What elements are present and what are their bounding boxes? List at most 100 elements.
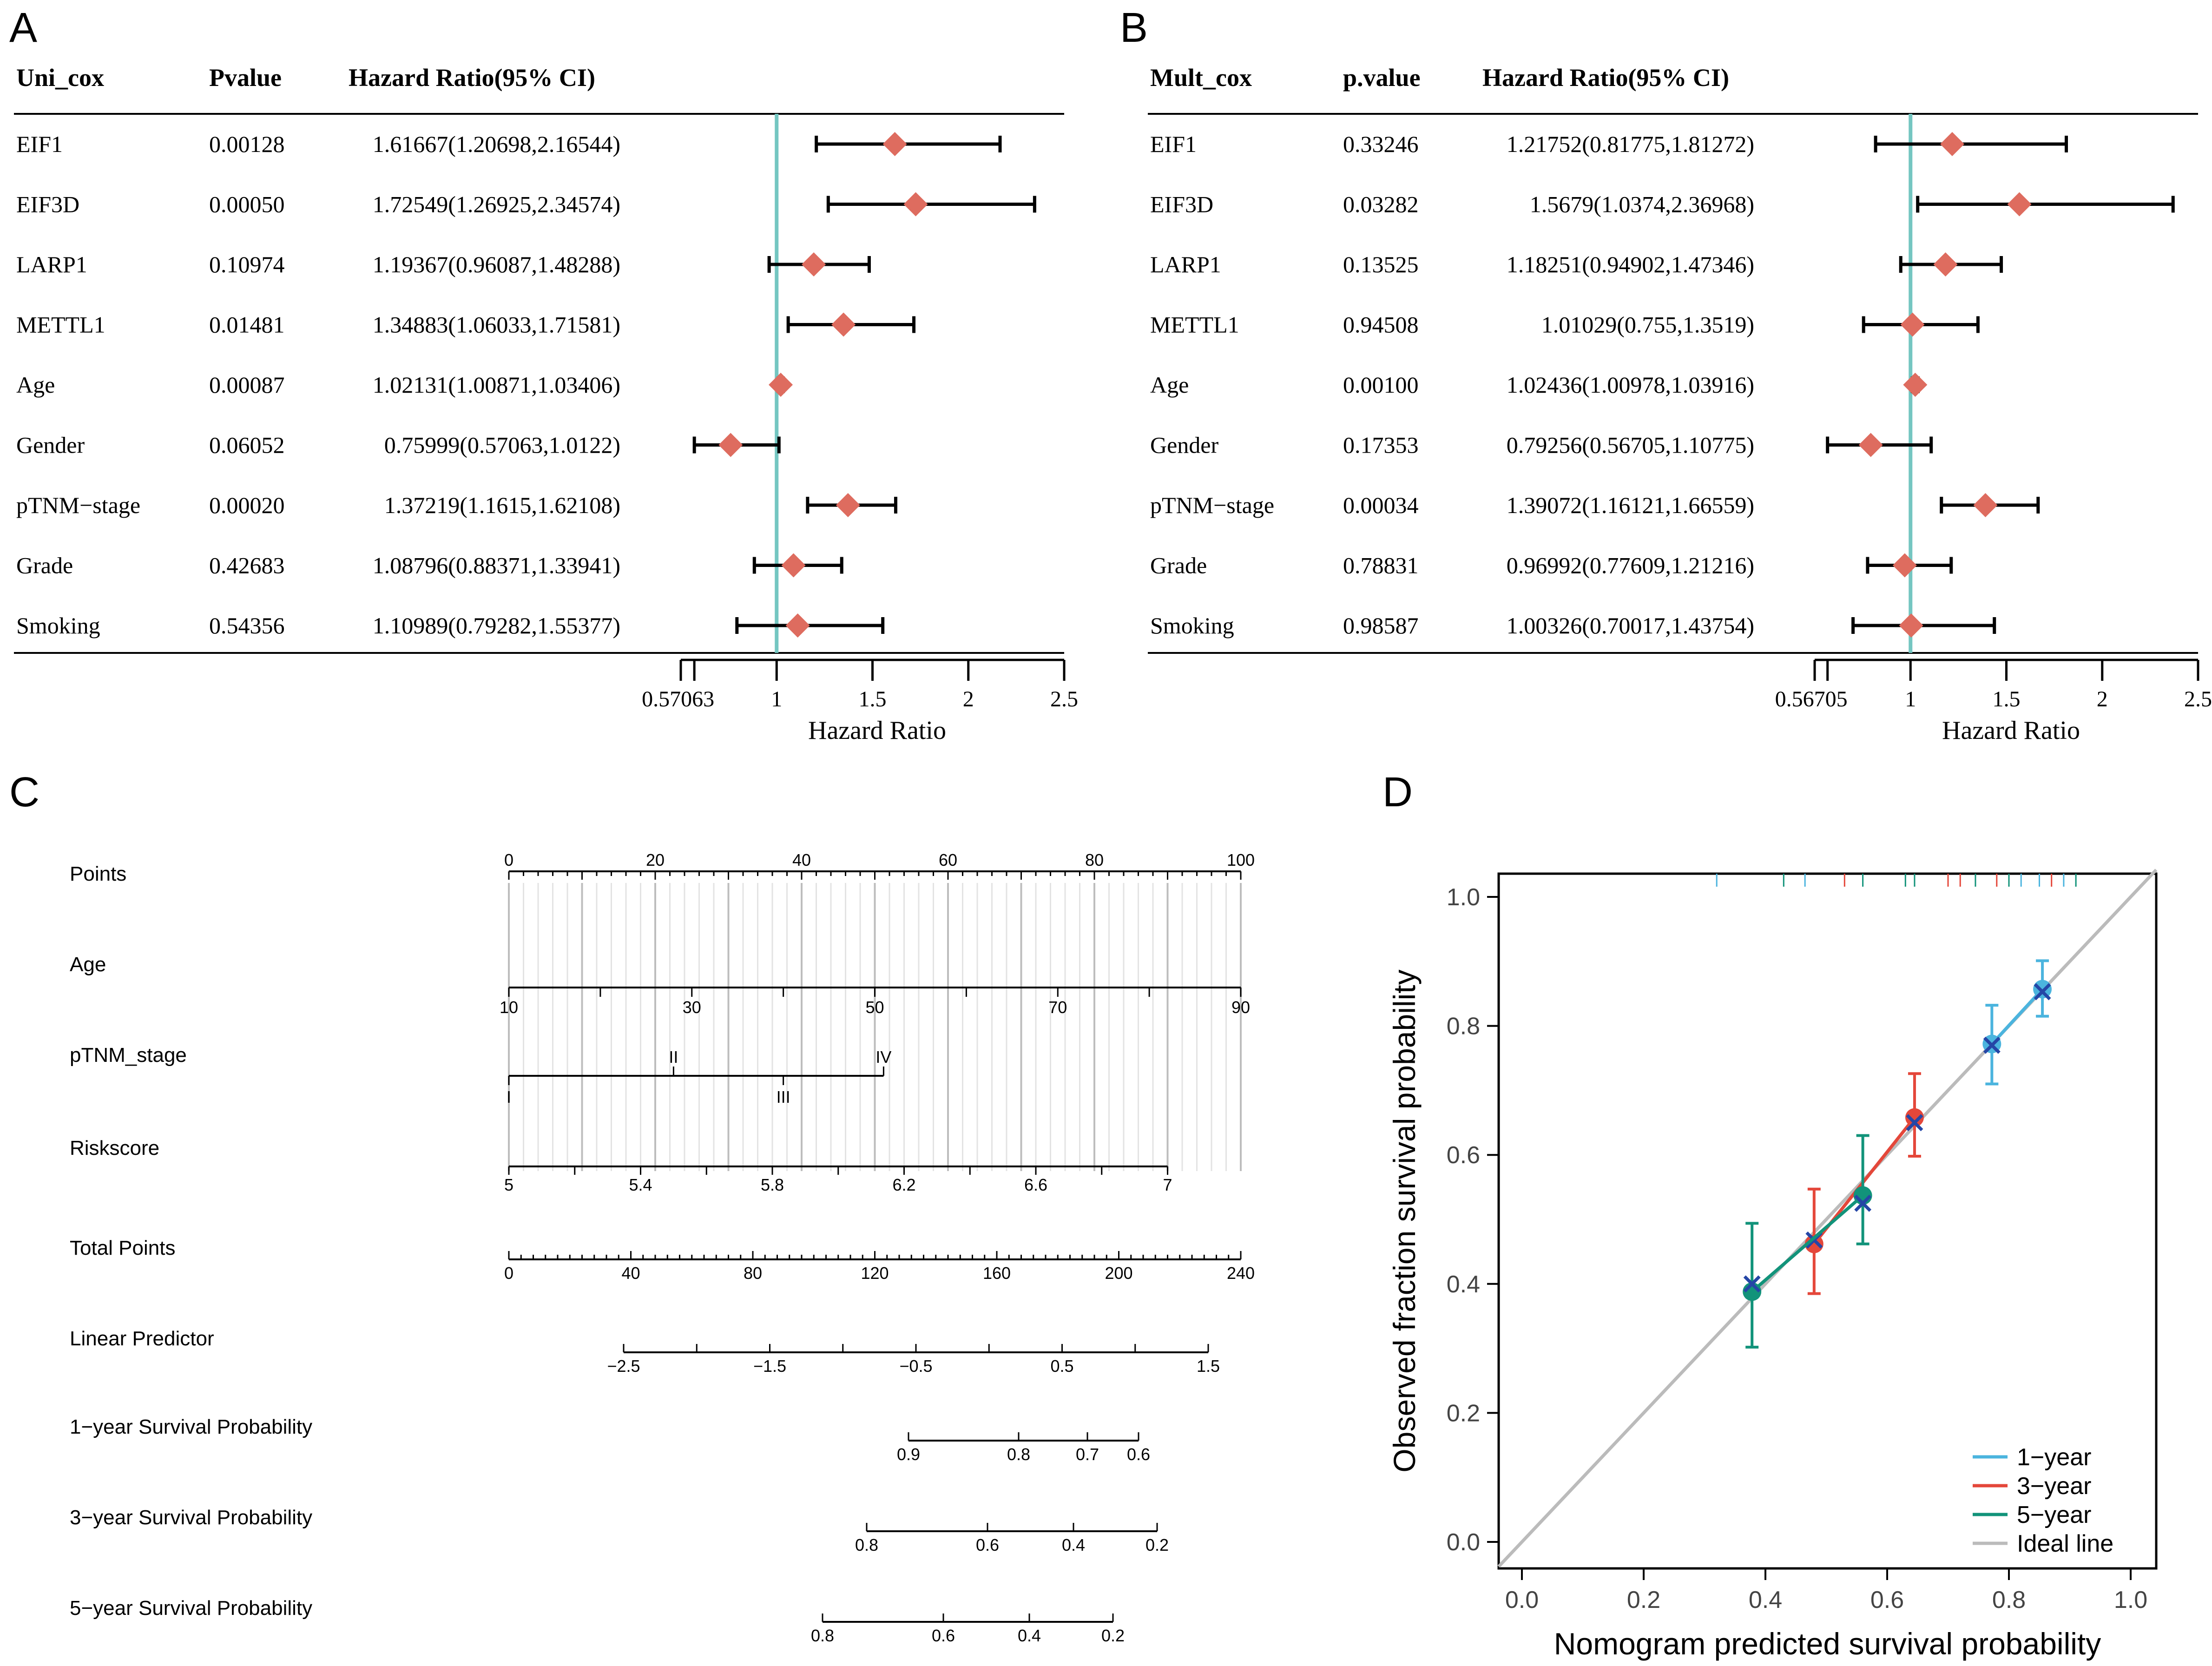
scale-label: Riskscore	[70, 1137, 159, 1159]
scale-label: 1−year Survival Probability	[70, 1416, 312, 1438]
total-points-tick-label: 80	[744, 1264, 762, 1283]
row-name: pTNM−stage	[16, 492, 140, 518]
survival-tick-label: 0.2	[1146, 1535, 1169, 1554]
points-tick-label: 0	[504, 850, 514, 869]
nomogram: Points Age pTNM_stage Riskscore Total Points…	[70, 850, 1255, 1645]
survival-tick-label: 0.4	[1018, 1626, 1041, 1645]
linear-predictor-tick-label: −1.5	[753, 1357, 786, 1376]
row-hr-text: 1.10989(0.79282,1.55377)	[373, 612, 620, 639]
row-hr-text: 0.75999(0.57063,1.0122)	[384, 432, 620, 458]
linear-predictor-tick-label: −0.5	[899, 1357, 932, 1376]
points-tick-label: 40	[792, 850, 811, 869]
row-pvalue: 0.00020	[209, 492, 285, 518]
row-hr-text: 1.02436(1.00978,1.03916)	[1507, 372, 1754, 398]
row-pvalue: 0.54356	[209, 612, 285, 639]
y-tick-label: 0.8	[1447, 1013, 1480, 1040]
stage-tick-label: III	[777, 1087, 790, 1106]
row-name: LARP1	[16, 251, 87, 277]
row-pvalue: 0.00100	[1343, 372, 1419, 398]
row-hr-text: 1.01029(0.755,1.3519)	[1541, 312, 1754, 338]
y-tick-label: 0.2	[1447, 1400, 1480, 1427]
row-pvalue: 0.94508	[1343, 312, 1419, 338]
x-tick-label: 2	[2097, 687, 2108, 711]
forest-plot-univariate: Uni_cox Pvalue Hazard Ratio(95% CI) EIF1 0.0…	[14, 64, 1078, 745]
header-name: Uni_cox	[16, 64, 104, 92]
hr-diamond	[785, 613, 810, 638]
row-pvalue: 0.42683	[209, 553, 285, 579]
hr-diamond	[1973, 493, 1998, 517]
hr-diamond	[802, 252, 826, 277]
row-name: Smoking	[1150, 612, 1234, 639]
series-point	[2033, 980, 2052, 999]
row-pvalue: 0.00050	[209, 191, 285, 217]
legend-label: 5−year	[2017, 1501, 2091, 1528]
points-tick-label: 60	[939, 850, 957, 869]
row-name: Age	[16, 372, 55, 398]
header-hazard-ratio: Hazard Ratio(95% CI)	[1482, 64, 1729, 92]
y-tick-label: 1.0	[1447, 884, 1480, 911]
scale-label: 5−year Survival Probability	[70, 1597, 312, 1620]
survival-tick-label: 0.9	[897, 1445, 920, 1464]
total-points-tick-label: 0	[504, 1264, 514, 1283]
total-points-tick-label: 200	[1105, 1264, 1132, 1283]
row-hr-text: 1.34883(1.06033,1.71581)	[373, 312, 620, 338]
row-pvalue: 0.00128	[209, 131, 285, 157]
series-point	[1804, 1234, 1824, 1253]
x-tick-label: 1	[771, 687, 782, 711]
hr-diamond	[882, 132, 907, 156]
row-hr-text: 1.18251(0.94902,1.47346)	[1507, 251, 1754, 277]
x-tick-label: 1	[1905, 687, 1916, 711]
x-tick-label: 0.6	[1870, 1587, 1904, 1613]
forest-plot-multivariate: Mult_cox p.value Hazard Ratio(95% CI) EIF1 0…	[1148, 64, 2212, 745]
row-hr-text: 1.61667(1.20698,2.16544)	[373, 131, 620, 157]
hr-diamond	[1899, 613, 1923, 638]
row-pvalue: 0.98587	[1343, 612, 1419, 639]
header-pvalue: Pvalue	[209, 64, 282, 92]
row-pvalue: 0.00034	[1343, 492, 1419, 518]
row-hr-text: 0.96992(0.77609,1.21216)	[1507, 553, 1754, 579]
row-name: EIF1	[1150, 131, 1197, 157]
row-pvalue: 0.00087	[209, 372, 285, 398]
hr-diamond	[903, 192, 928, 217]
y-tick-label: 0.0	[1447, 1529, 1480, 1556]
riskscore-tick-label: 6.6	[1024, 1175, 1047, 1194]
x-tick-label: 1.5	[1993, 687, 2021, 711]
row-pvalue: 0.13525	[1343, 251, 1419, 277]
kaplan-meier-cross	[1983, 1036, 2001, 1054]
row-hr-text: 1.39072(1.16121,1.66559)	[1507, 492, 1754, 518]
row-name: Gender	[16, 432, 85, 458]
scale-label: Age	[70, 953, 106, 976]
row-pvalue: 0.01481	[209, 312, 285, 338]
row-name: METTL1	[1150, 312, 1239, 338]
row-name: Gender	[1150, 432, 1218, 458]
row-hr-text: 1.21752(0.81775,1.81272)	[1507, 131, 1754, 157]
kaplan-meier-cross	[1906, 1114, 1923, 1132]
age-tick-label: 10	[500, 998, 518, 1017]
total-points-tick-label: 40	[621, 1264, 640, 1283]
hr-diamond	[831, 312, 856, 337]
hr-diamond	[1900, 312, 1925, 337]
row-hr-text: 1.08796(0.88371,1.33941)	[373, 553, 620, 579]
survival-tick-label: 0.4	[1062, 1535, 1085, 1554]
panel-letter-d: D	[1382, 769, 1413, 816]
stage-tick-label: IV	[876, 1047, 891, 1067]
row-hr-text: 0.79256(0.56705,1.10775)	[1507, 432, 1754, 458]
header-hazard-ratio: Hazard Ratio(95% CI)	[349, 64, 595, 92]
y-axis-title: Observed fraction survival probability	[1387, 969, 1422, 1472]
series-point	[1905, 1108, 1924, 1127]
hr-diamond	[769, 373, 793, 397]
row-name: EIF3D	[1150, 191, 1213, 217]
row-name: EIF1	[16, 131, 63, 157]
hr-diamond	[1940, 132, 1964, 156]
row-pvalue: 0.33246	[1343, 131, 1419, 157]
row-name: Grade	[16, 553, 73, 579]
y-tick-label: 0.4	[1447, 1271, 1480, 1298]
x-tick-label: 0.0	[1505, 1587, 1539, 1613]
hr-diamond	[1858, 433, 1883, 457]
row-hr-text: 1.00326(0.70017,1.43754)	[1507, 612, 1754, 639]
total-points-tick-label: 240	[1227, 1264, 1255, 1283]
hr-diamond	[1903, 373, 1928, 397]
survival-tick-label: 0.2	[1101, 1626, 1125, 1645]
row-hr-text: 1.02131(1.00871,1.03406)	[373, 372, 620, 398]
